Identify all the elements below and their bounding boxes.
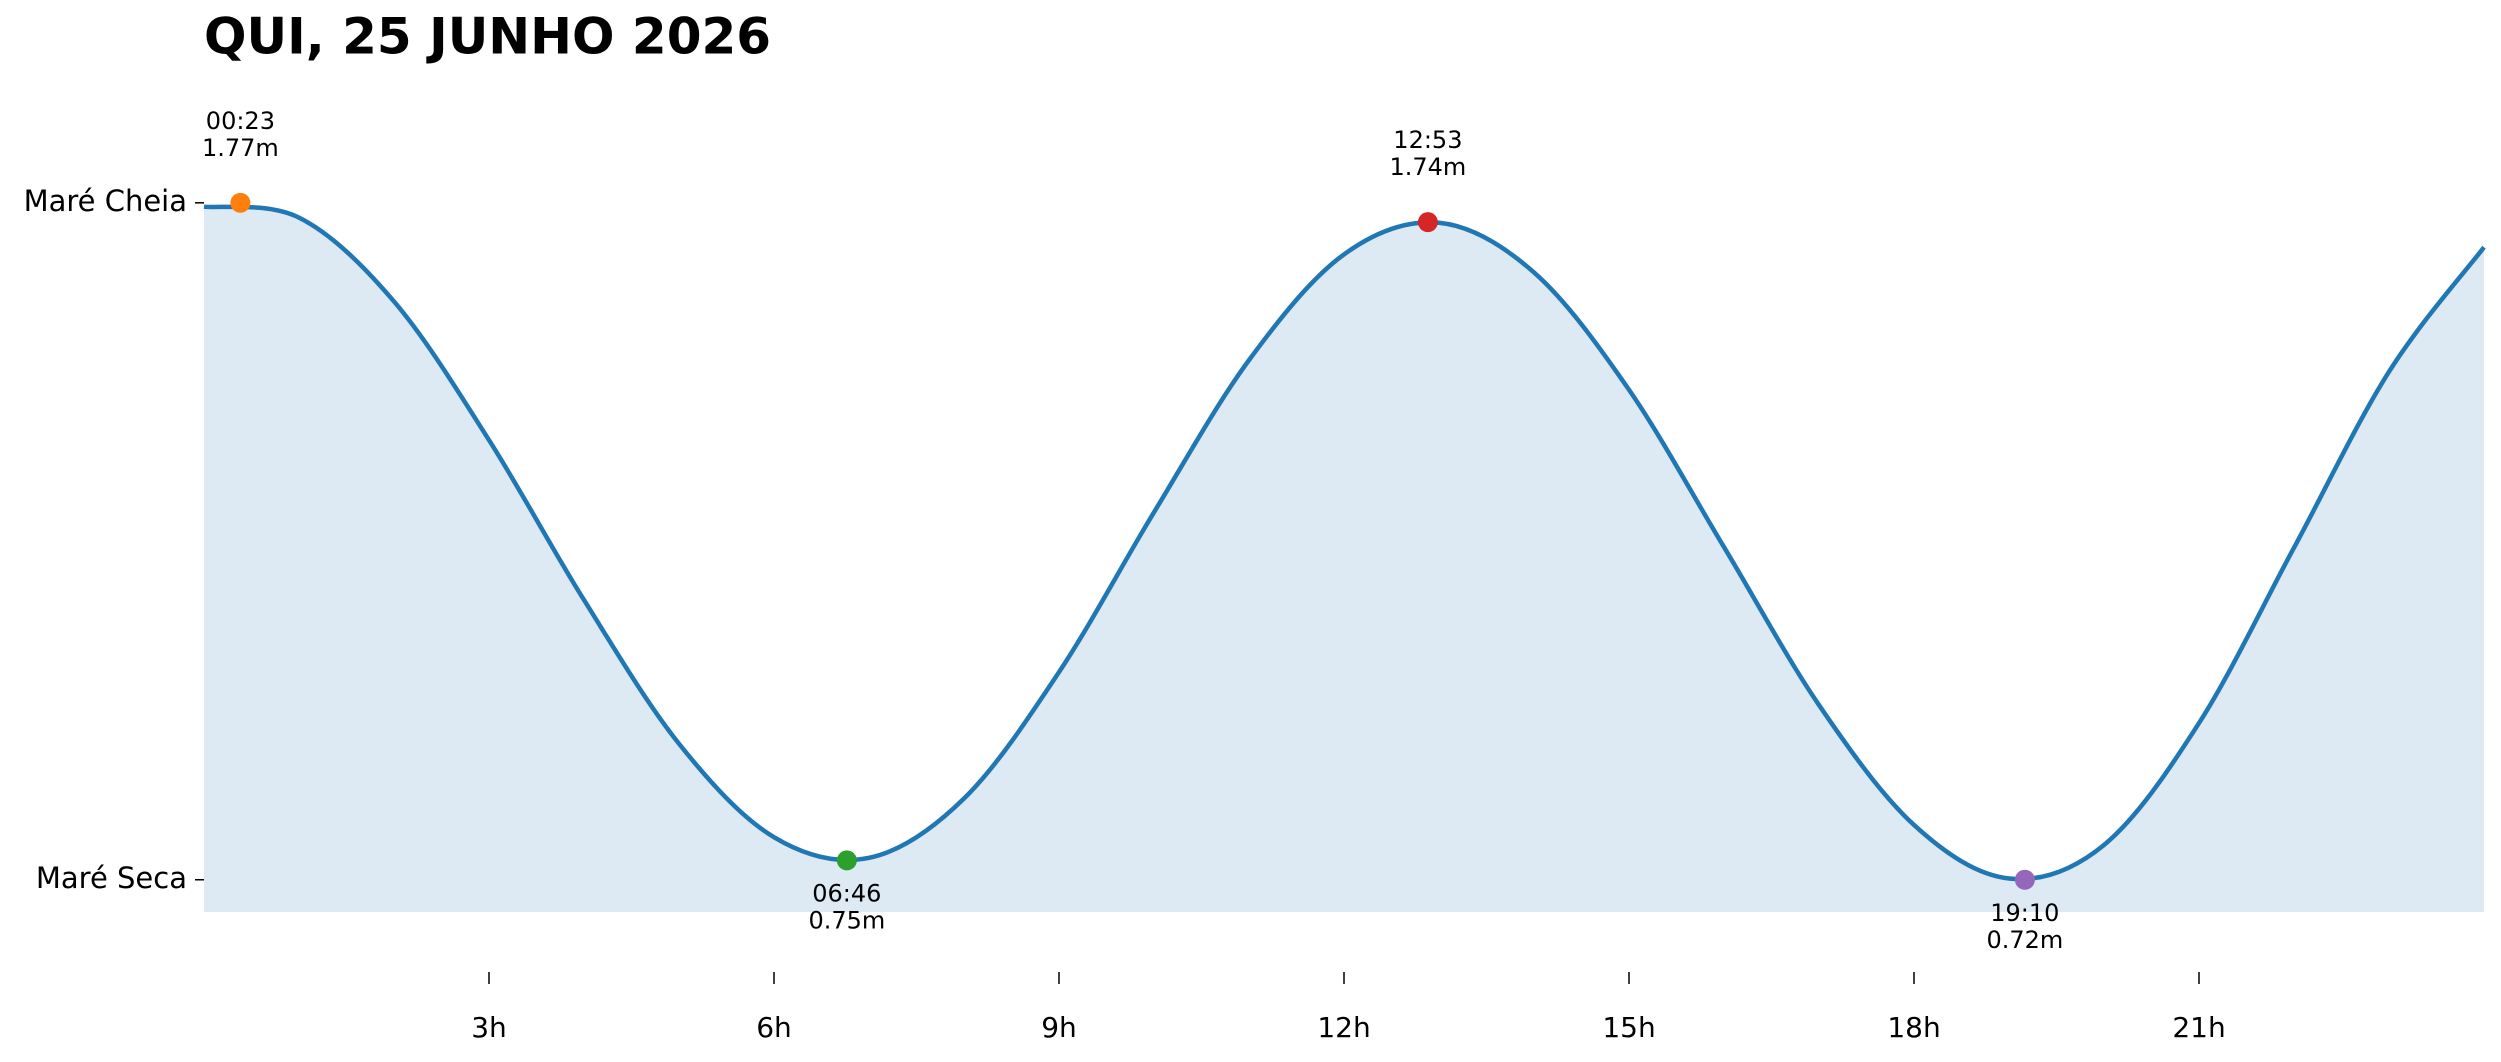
chart-title: QUI, 25 JUNHO 2026 [204, 8, 771, 66]
x-tick-label: 21h [2172, 1011, 2225, 1044]
x-tick-label: 12h [1317, 1011, 1370, 1044]
x-tick-label: 15h [1602, 1011, 1655, 1044]
extreme-marker [230, 192, 251, 213]
area-fill [204, 206, 2484, 913]
x-tick-label: 6h [756, 1011, 792, 1044]
extreme-height: 1.77m [202, 134, 279, 162]
tide-line [203, 204, 2486, 882]
y-tick-label: Maré Cheia [24, 184, 187, 218]
extreme-time: 12:53 [1393, 126, 1462, 154]
extreme-height: 0.72m [1986, 926, 2063, 954]
extreme-time: 00:23 [206, 107, 275, 135]
extreme-time: 06:46 [812, 879, 881, 907]
y-tick-label: Maré Seca [36, 861, 187, 895]
extreme-marker [2014, 869, 2035, 890]
extreme-marker [1417, 212, 1438, 233]
extreme-height: 0.75m [808, 906, 885, 934]
extreme-marker [836, 850, 857, 871]
extreme-time: 19:10 [1990, 899, 2059, 927]
extreme-height: 1.74m [1389, 153, 1466, 181]
x-tick-label: 3h [471, 1011, 507, 1044]
x-tick-label: 9h [1041, 1011, 1077, 1044]
x-tick-label: 18h [1887, 1011, 1940, 1044]
